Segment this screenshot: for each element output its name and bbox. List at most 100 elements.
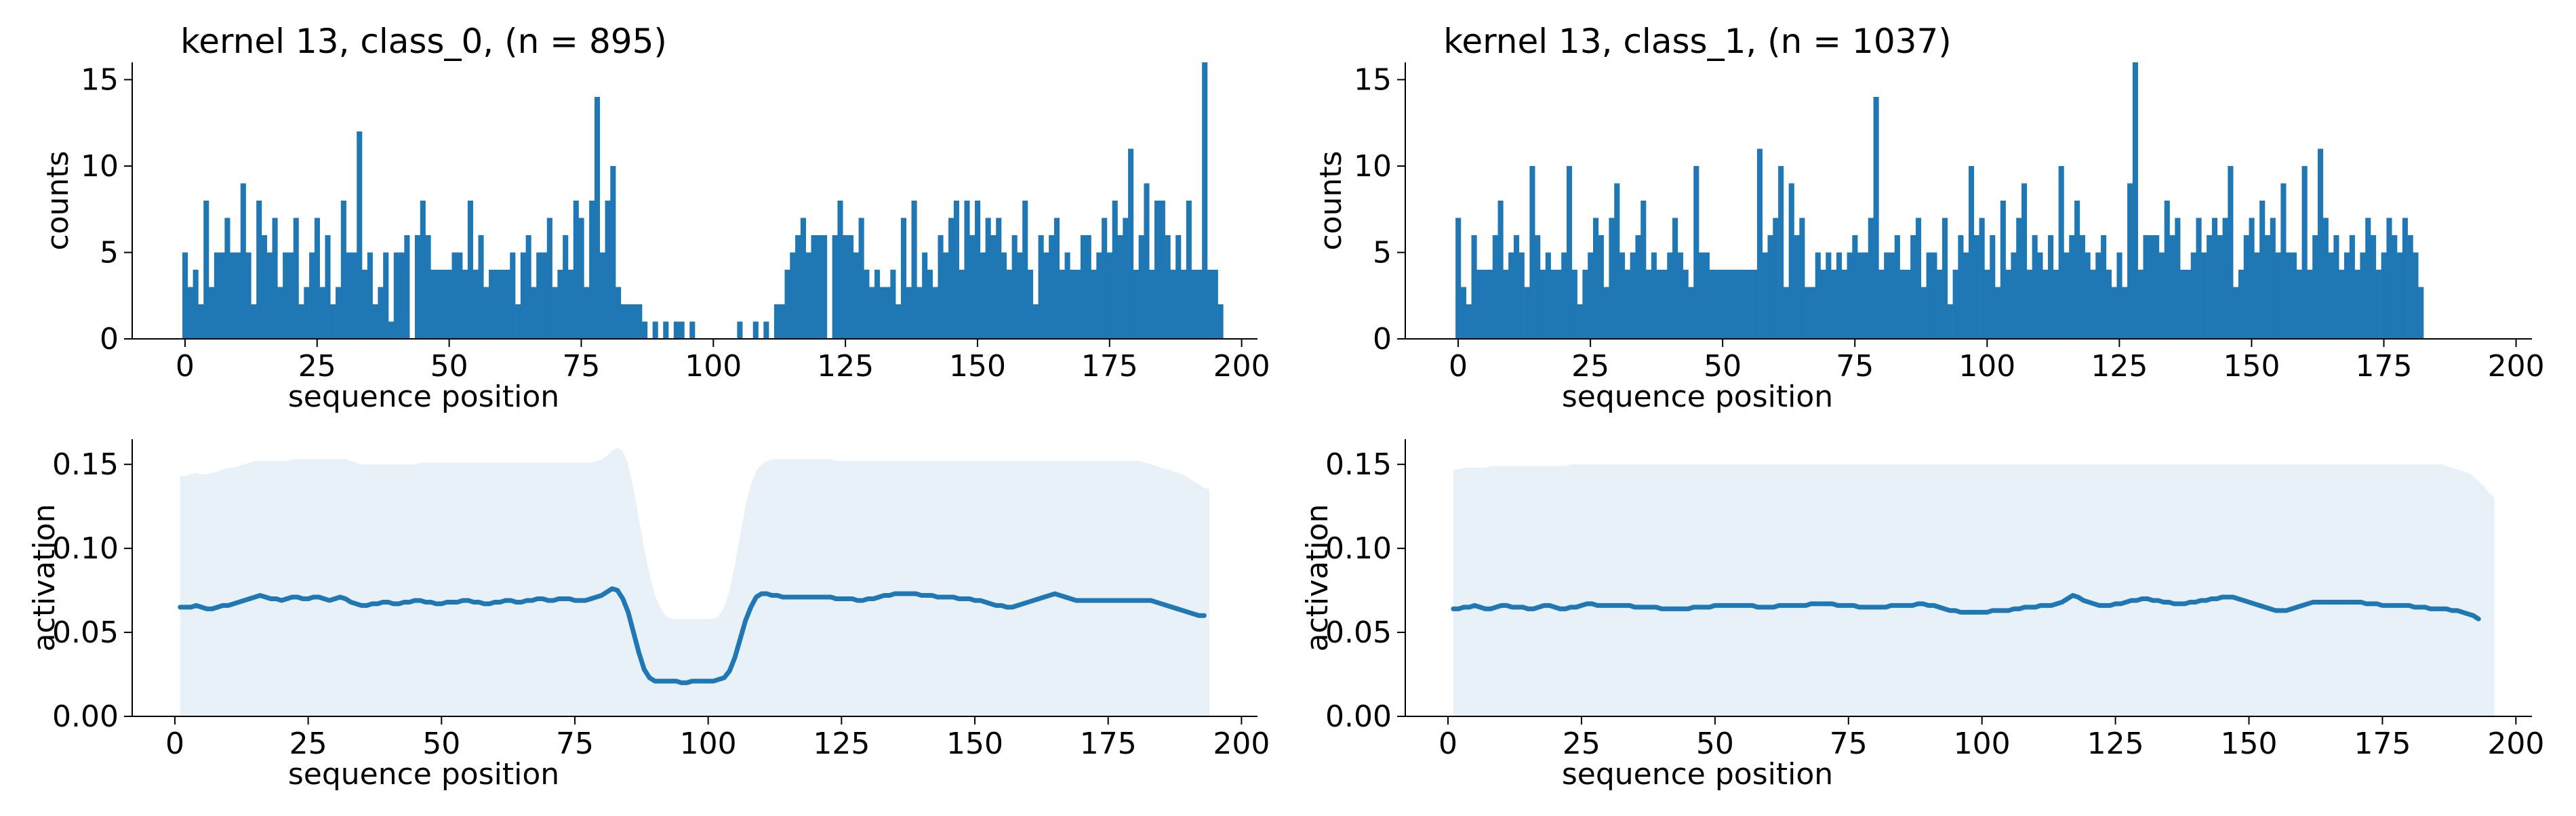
y-tick-label: 0.05: [52, 615, 119, 650]
histogram-bar: [1460, 287, 1467, 339]
histogram-bar: [2196, 218, 2202, 339]
histogram-bar: [319, 287, 325, 339]
histogram-bar: [214, 252, 220, 339]
activation-band: [180, 447, 1210, 716]
histogram-bar: [336, 287, 342, 339]
histogram-bar: [1788, 183, 1794, 339]
histogram-bar: [943, 252, 949, 339]
x-tick-label: 125: [817, 349, 874, 384]
histogram-bar: [2317, 148, 2324, 339]
histogram-bar: [1598, 235, 1604, 339]
histogram-bar: [2333, 235, 2339, 339]
x-tick-label: 100: [1954, 727, 2011, 761]
histogram-bar: [985, 218, 991, 339]
histogram-bar: [367, 252, 373, 339]
y-tick-label: 5: [1373, 236, 1392, 270]
x-tick-label: 50: [1704, 349, 1742, 384]
histogram-bar: [483, 287, 489, 339]
histogram-bar: [546, 218, 552, 339]
histogram-bar: [2301, 166, 2308, 339]
histogram-bar: [325, 235, 331, 339]
y-tick-label: 0.00: [52, 699, 119, 734]
histogram-bar: [1756, 148, 1763, 339]
histogram-bar: [1196, 270, 1203, 339]
x-tick-label: 50: [430, 349, 468, 384]
y-tick-label: 10: [1354, 149, 1392, 184]
histogram-bar: [1752, 270, 1758, 339]
histogram-bar: [1677, 252, 1683, 339]
histogram-bar: [911, 201, 917, 339]
histogram-bar: [848, 235, 854, 339]
activation-line: [178, 586, 1207, 685]
x-tick-label: 175: [1081, 349, 1138, 384]
x-tick-label: 200: [1213, 727, 1270, 761]
histogram-bar: [1482, 270, 1488, 339]
histogram-bar: [2217, 235, 2223, 339]
histogram-bar: [2095, 252, 2101, 339]
histogram-bar: [1053, 218, 1060, 339]
y-tick-label: 10: [81, 149, 119, 184]
x-tick-label: 0: [1438, 727, 1457, 761]
histogram-bar: [224, 218, 230, 339]
histogram-bar: [2296, 270, 2302, 339]
histogram-bar: [283, 252, 289, 339]
histogram-bar: [531, 287, 537, 339]
histogram-bar: [2122, 287, 2128, 339]
histogram-bar: [2249, 218, 2255, 339]
histogram-bar: [462, 270, 468, 339]
histogram-bar: [378, 287, 384, 339]
histogram-bar: [245, 252, 251, 339]
x-axis-label: sequence position: [1562, 757, 1833, 792]
histogram-bar: [879, 287, 885, 339]
histogram-bar: [858, 218, 864, 339]
histogram-bar: [2032, 235, 2038, 339]
histogram-bar: [1857, 252, 1864, 339]
histogram-bar: [1614, 183, 1620, 339]
histogram-bar: [351, 252, 357, 339]
histogram-bar: [790, 252, 796, 339]
histogram-bar: [927, 270, 933, 339]
histogram-bar: [2011, 252, 2017, 339]
histogram-bar: [2354, 270, 2360, 339]
histogram-bar: [1022, 201, 1028, 339]
histogram-bar: [1070, 270, 1076, 339]
x-tick-label: 150: [2221, 727, 2278, 761]
histogram-bar: [1038, 235, 1044, 339]
histogram-bar: [990, 235, 997, 339]
histogram-bar: [2164, 201, 2170, 339]
histogram-bar: [414, 235, 421, 339]
activation-band: [1453, 464, 2495, 716]
histogram-bar: [357, 131, 363, 339]
histogram-bar: [578, 218, 584, 339]
x-tick-label: 150: [946, 727, 1003, 761]
x-axis-label: sequence position: [288, 380, 559, 414]
histogram-bar: [1630, 252, 1636, 339]
histogram-bar: [2413, 252, 2419, 339]
histogram-bar: [187, 287, 193, 339]
histogram-bar: [1651, 252, 1657, 339]
histogram-bar: [779, 304, 785, 339]
histogram-bar: [515, 304, 521, 339]
chart-title: kernel 13, class_1, (n = 1037): [1443, 22, 1952, 61]
histogram-bar: [277, 287, 283, 339]
histogram-bar: [2190, 252, 2196, 339]
histogram-bar: [2116, 252, 2122, 339]
histogram-bar: [1926, 252, 1932, 339]
histogram-bar: [1778, 166, 1784, 339]
y-axis-label: counts: [1314, 150, 1348, 250]
histogram-bar: [2312, 235, 2318, 339]
histogram-bar: [2158, 252, 2165, 339]
histogram-bar: [499, 270, 505, 339]
histogram-bar: [1001, 252, 1007, 339]
histogram-bar: [1085, 235, 1091, 339]
histogram-bar: [1809, 287, 1816, 339]
activation-panel-class1: 0 25 50 75 100 125 150 175 200 0.00 0.05 0.10 0.15 se…: [1300, 439, 2544, 792]
histogram-bar: [1905, 270, 1911, 339]
histogram-bar: [2085, 252, 2091, 339]
histogram-bar: [773, 304, 780, 339]
histogram-bar: [2207, 235, 2213, 339]
histogram-bar: [1624, 270, 1630, 339]
histogram-bar: [2365, 218, 2371, 339]
histogram-bar: [1868, 218, 1874, 339]
